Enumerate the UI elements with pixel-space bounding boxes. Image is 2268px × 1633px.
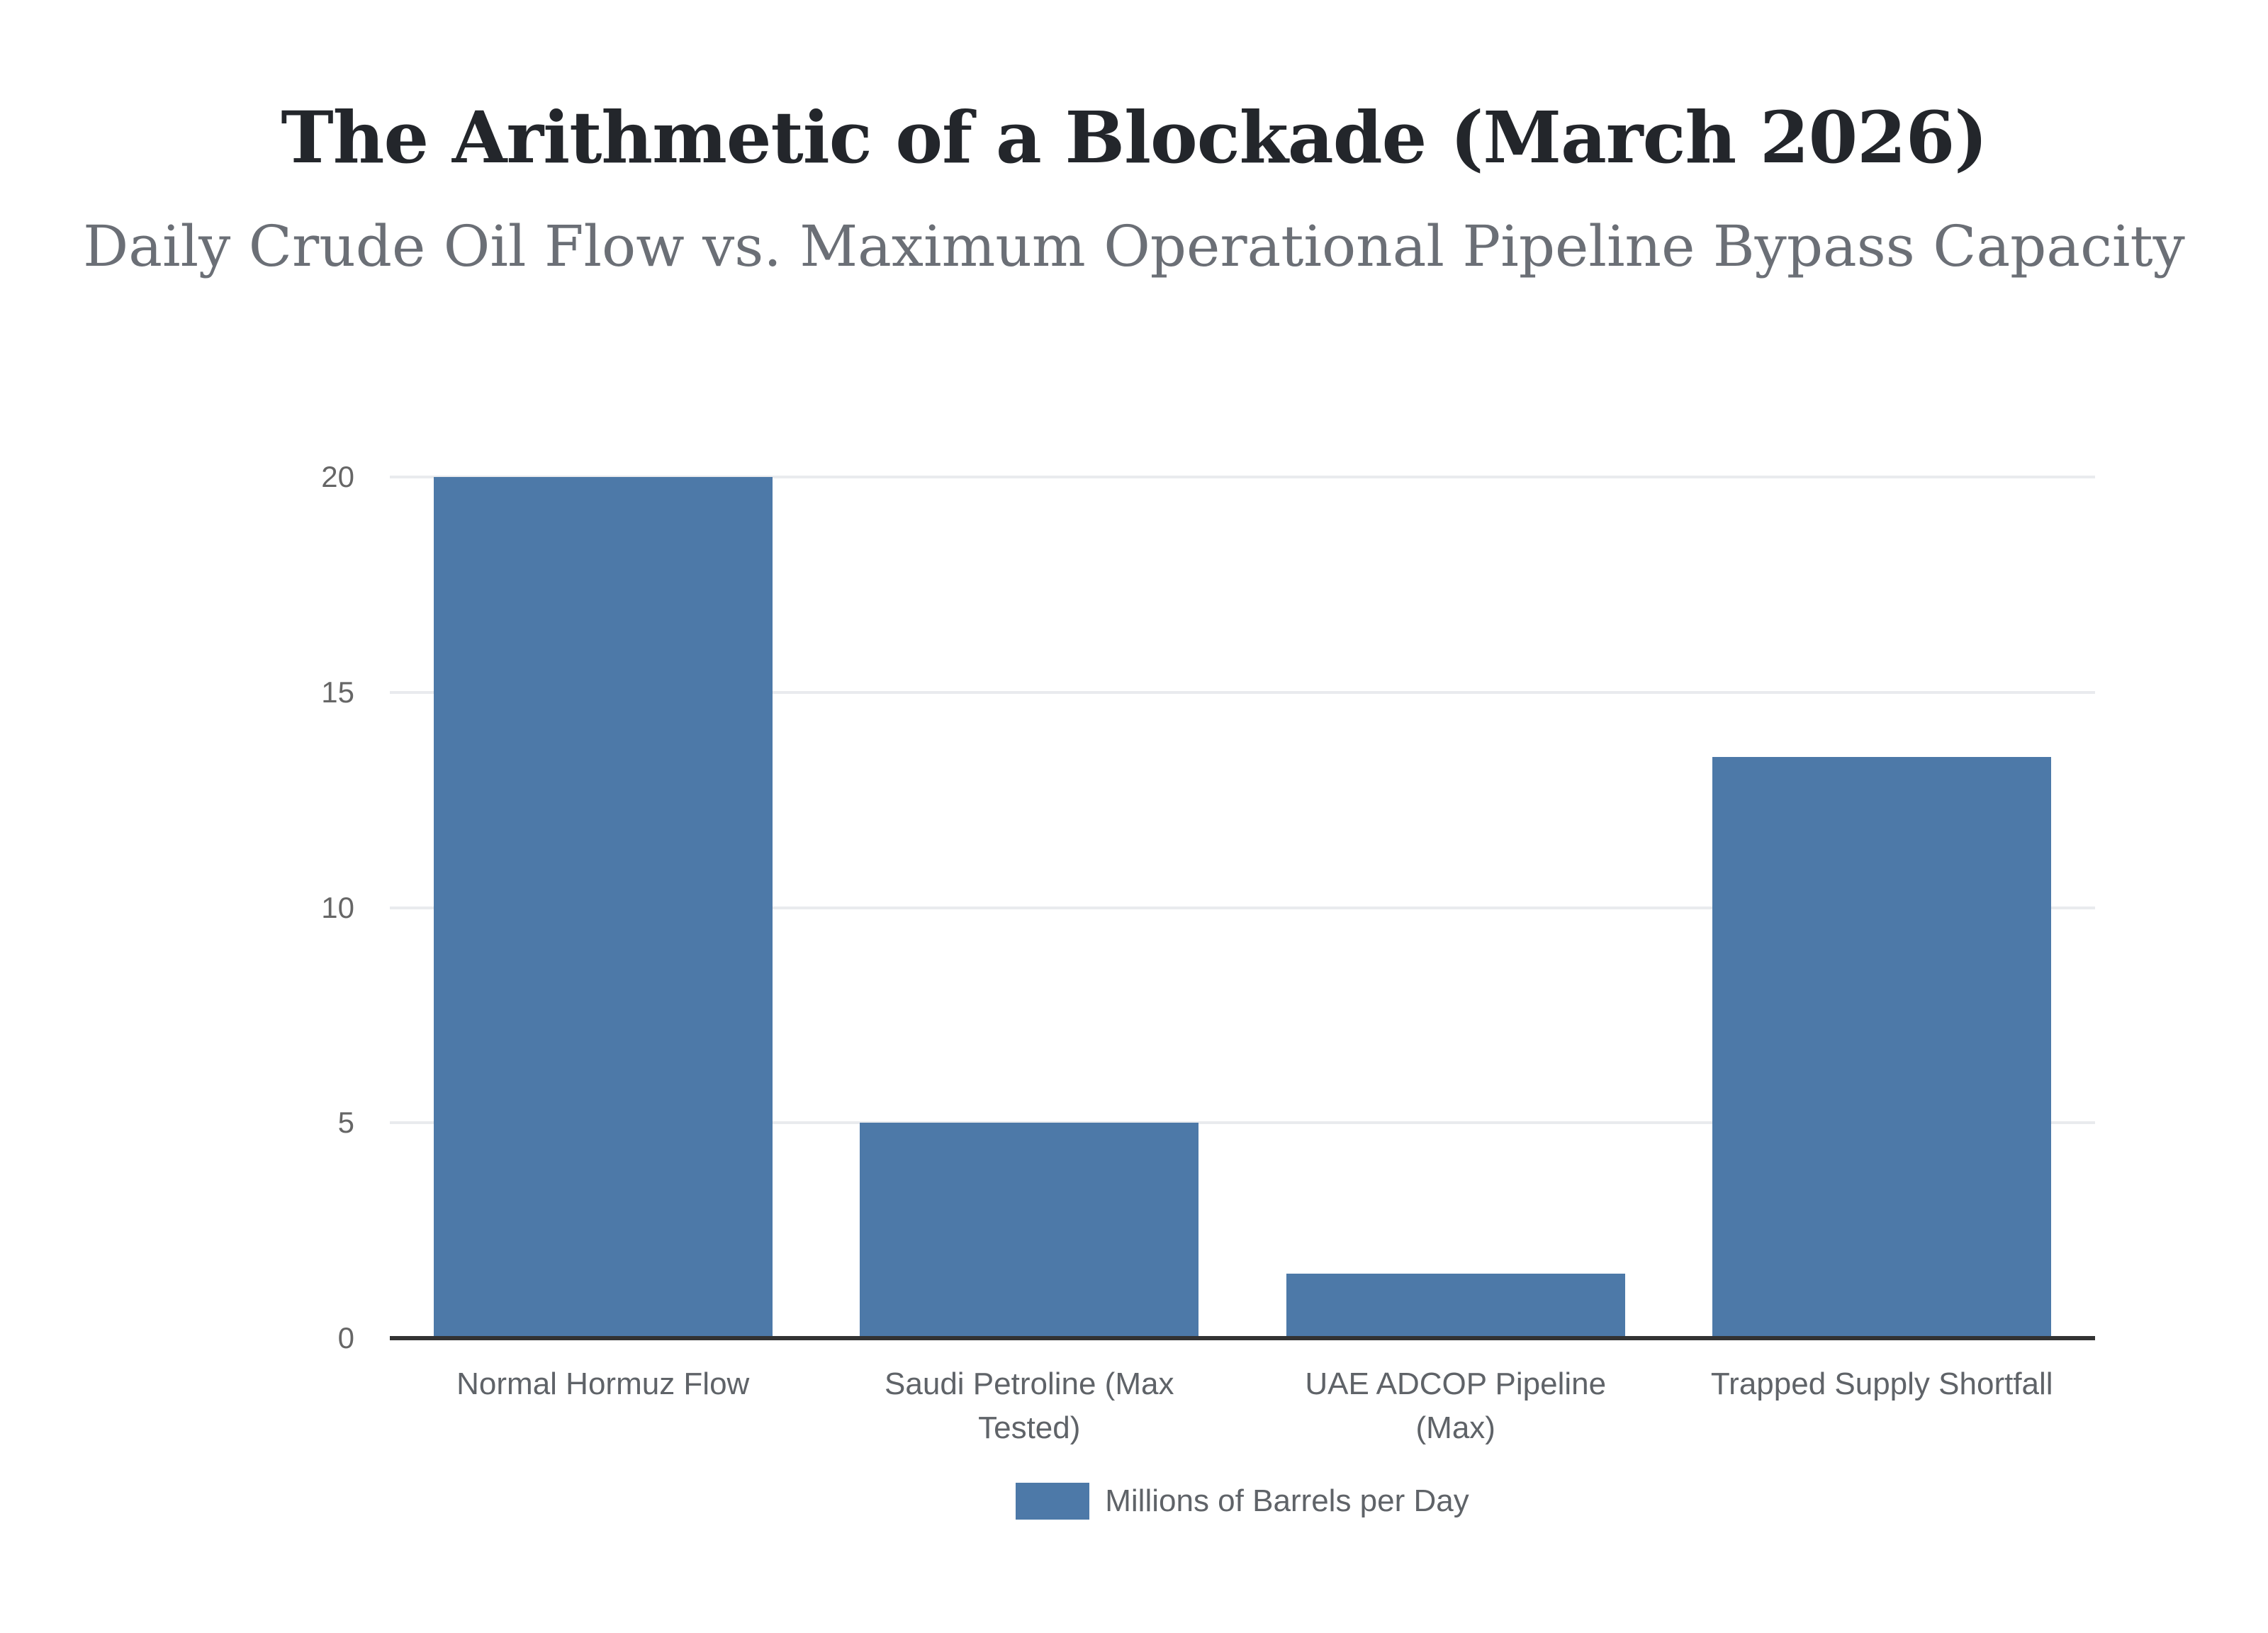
chart-title: The Arithmetic of a Blockade (March 2026…	[281, 96, 1987, 179]
x-tick-label-line: Saudi Petroline (Max	[885, 1367, 1174, 1401]
legend-swatch-icon	[1016, 1483, 1090, 1520]
gridline-15	[390, 690, 2095, 694]
x-tick-label-line: Trapped Supply Shortfall	[1710, 1367, 2053, 1401]
x-tick-label-3: UAE ADCOP Pipeline (Max)	[1250, 1362, 1661, 1450]
y-tick-label-10: 10	[321, 890, 354, 924]
legend[interactable]: Millions of Barrels per Day	[390, 1483, 2095, 1520]
y-tick-label-20: 20	[321, 460, 354, 493]
bar-1[interactable]	[433, 477, 773, 1338]
y-tick-label-5: 5	[337, 1106, 354, 1140]
bar-4[interactable]	[1712, 756, 2052, 1338]
bar-chart-plot-area	[390, 476, 2095, 1340]
y-tick-label-0: 0	[337, 1321, 354, 1354]
x-tick-label-line: Normal Hormuz Flow	[456, 1367, 750, 1401]
y-tick-label-15: 15	[321, 675, 354, 709]
gridline-5	[390, 1121, 2095, 1125]
gridline-20	[390, 476, 2095, 478]
legend-label: Millions of Barrels per Day	[1105, 1483, 1469, 1518]
x-tick-label-1: Normal Hormuz Flow	[398, 1362, 809, 1406]
x-tick-label-line: UAE ADCOP Pipeline	[1305, 1367, 1607, 1401]
x-tick-label-2: Saudi Petroline (Max Tested)	[824, 1362, 1235, 1450]
bar-2[interactable]	[860, 1123, 1199, 1338]
chart-subtitle: Daily Crude Oil Flow vs. Maximum Operati…	[83, 213, 2185, 279]
bar-3[interactable]	[1286, 1273, 1625, 1338]
x-tick-label-4: Trapped Supply Shortfall	[1676, 1362, 2087, 1406]
x-tick-label-line: Tested)	[978, 1410, 1081, 1445]
x-tick-label-line: (Max)	[1415, 1410, 1495, 1445]
gridline-10	[390, 906, 2095, 909]
x-axis-line	[390, 1336, 2095, 1340]
